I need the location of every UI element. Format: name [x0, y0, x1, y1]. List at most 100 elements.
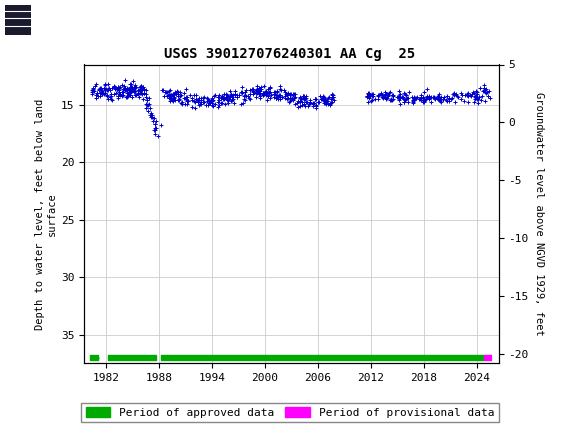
Point	[222, 90, 231, 97]
Point	[194, 97, 204, 104]
Point	[466, 92, 476, 99]
Point	[103, 86, 112, 93]
Point	[151, 120, 160, 127]
Point	[165, 98, 175, 105]
Point	[144, 100, 154, 107]
Point	[151, 120, 160, 127]
Point	[126, 86, 135, 93]
Point	[266, 95, 275, 101]
Point	[306, 100, 315, 107]
Point	[227, 91, 236, 98]
Point	[403, 99, 412, 106]
Point	[378, 92, 387, 99]
Point	[401, 92, 411, 98]
Point	[285, 92, 294, 99]
Point	[230, 91, 240, 98]
Point	[104, 80, 113, 87]
Point	[458, 92, 467, 98]
Point	[459, 98, 469, 104]
Point	[290, 101, 299, 108]
Point	[260, 91, 269, 98]
Point	[283, 95, 292, 102]
Point	[181, 100, 190, 107]
Point	[100, 81, 110, 88]
Point	[194, 95, 204, 101]
Point	[208, 96, 217, 103]
Point	[124, 90, 133, 97]
Point	[130, 82, 140, 89]
Point	[180, 95, 189, 102]
Point	[474, 93, 484, 100]
Point	[255, 87, 264, 94]
Point	[147, 112, 156, 119]
Point	[276, 87, 285, 94]
Point	[195, 96, 204, 103]
Point	[253, 83, 262, 90]
Point	[367, 92, 376, 99]
Point	[142, 91, 151, 98]
Point	[139, 86, 148, 93]
Point	[256, 90, 265, 97]
Point	[144, 94, 154, 101]
Point	[328, 92, 338, 99]
Point	[136, 85, 146, 92]
Point	[260, 89, 270, 95]
Point	[236, 100, 245, 107]
Point	[382, 95, 392, 102]
Point	[409, 93, 419, 100]
Point	[206, 97, 215, 104]
Point	[481, 86, 491, 93]
Point	[275, 92, 284, 98]
Point	[225, 96, 234, 103]
Point	[126, 80, 136, 87]
Point	[207, 98, 216, 104]
Point	[88, 85, 97, 92]
Point	[467, 90, 477, 97]
Point	[483, 88, 492, 95]
Point	[182, 96, 191, 103]
Point	[419, 97, 429, 104]
Point	[162, 92, 172, 99]
Point	[395, 92, 404, 99]
Point	[130, 89, 139, 95]
Point	[120, 87, 129, 94]
Point	[419, 95, 428, 101]
Point	[91, 80, 100, 87]
Point	[114, 86, 123, 93]
Point	[422, 86, 432, 92]
Point	[434, 96, 443, 103]
Point	[97, 86, 106, 93]
Point	[285, 92, 295, 98]
Point	[327, 91, 336, 98]
Point	[400, 89, 409, 96]
Point	[282, 95, 292, 102]
Point	[399, 95, 408, 102]
Point	[140, 89, 149, 96]
Point	[95, 89, 104, 96]
Point	[133, 86, 143, 93]
Point	[306, 97, 315, 104]
Point	[129, 85, 138, 92]
Point	[423, 93, 432, 100]
Point	[271, 95, 281, 101]
Point	[419, 98, 428, 105]
Point	[247, 85, 256, 92]
Point	[264, 89, 273, 95]
Point	[196, 97, 205, 104]
Point	[194, 96, 204, 103]
Point	[470, 95, 480, 102]
Point	[213, 104, 223, 111]
Point	[473, 96, 483, 103]
Point	[365, 93, 375, 100]
Point	[325, 101, 334, 108]
Point	[401, 97, 410, 104]
Point	[213, 94, 223, 101]
Point	[120, 77, 129, 84]
Point	[320, 96, 329, 103]
Point	[99, 90, 108, 97]
Point	[285, 98, 295, 104]
Point	[367, 98, 376, 104]
Point	[302, 98, 311, 105]
Point	[190, 97, 199, 104]
Point	[164, 88, 173, 95]
